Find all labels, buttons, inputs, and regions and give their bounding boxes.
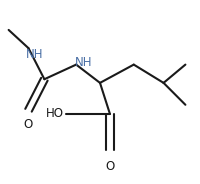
Text: NH: NH <box>75 56 93 69</box>
Text: HO: HO <box>46 107 64 120</box>
Text: NH: NH <box>26 48 43 61</box>
Text: O: O <box>24 118 33 131</box>
Text: O: O <box>105 160 115 173</box>
